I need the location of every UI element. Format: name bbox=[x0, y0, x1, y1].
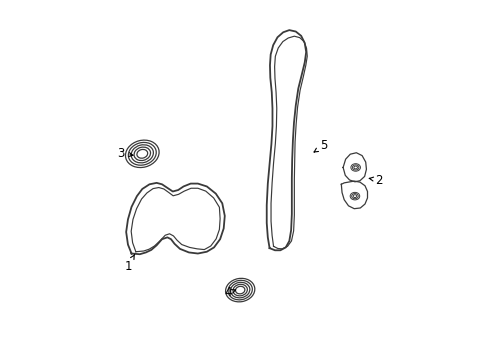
Text: 2: 2 bbox=[368, 174, 382, 186]
Text: 3: 3 bbox=[117, 147, 133, 159]
Text: 4: 4 bbox=[224, 287, 235, 300]
Text: 5: 5 bbox=[313, 139, 326, 152]
Text: 1: 1 bbox=[124, 255, 134, 273]
